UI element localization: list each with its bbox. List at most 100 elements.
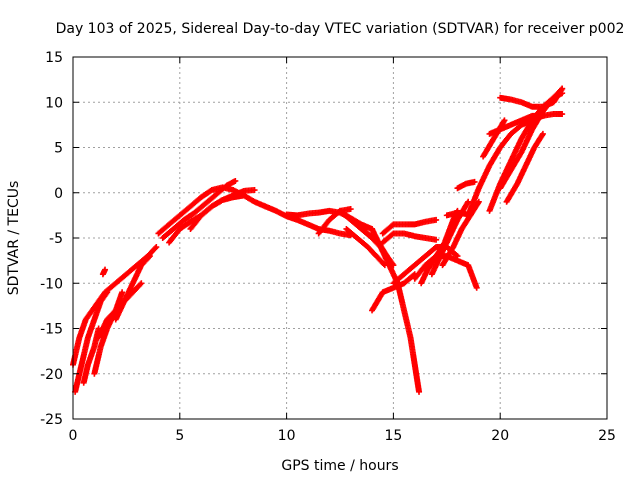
data-point [369, 225, 376, 232]
data-point [326, 216, 333, 223]
data-point [422, 253, 429, 260]
data-series [72, 289, 111, 395]
data-point [539, 103, 546, 110]
data-point [439, 262, 446, 269]
data-point [531, 144, 538, 151]
data-point [507, 121, 514, 128]
data-point [251, 198, 258, 205]
y-tick-label: 0 [54, 186, 63, 202]
data-point [176, 212, 183, 219]
data-point [262, 203, 269, 210]
data-series [80, 325, 102, 386]
data-point [369, 307, 376, 314]
data-point [501, 117, 508, 124]
data-point [454, 257, 461, 264]
data-point [507, 158, 514, 165]
data-point [91, 316, 98, 323]
data-series [369, 271, 418, 314]
data-point [112, 316, 119, 323]
data-point [518, 117, 525, 124]
data-point [390, 230, 397, 237]
data-point [153, 244, 160, 251]
data-point [473, 284, 480, 291]
data-series [480, 117, 508, 160]
data-point [272, 207, 279, 214]
data-point [539, 130, 546, 137]
data-series [486, 90, 566, 214]
data-point [422, 235, 429, 241]
data-point [411, 361, 418, 368]
data-point [121, 298, 128, 305]
data-point [411, 221, 418, 228]
data-series [155, 184, 269, 237]
data-point [232, 177, 239, 184]
data-point [424, 266, 431, 273]
data-point [454, 185, 461, 192]
data-point [401, 221, 408, 228]
data-point [326, 207, 333, 214]
y-tick-label: -5 [49, 231, 63, 247]
data-point [401, 230, 408, 237]
x-tick-label: 20 [491, 428, 509, 444]
data-point [80, 379, 87, 386]
data-series [503, 130, 546, 205]
data-point [82, 316, 89, 323]
data-point [407, 334, 414, 341]
data-point [354, 235, 361, 241]
data-point [522, 162, 529, 169]
data-marker-trail [152, 245, 159, 252]
data-point [240, 187, 247, 194]
data-point [97, 298, 104, 305]
data-series [369, 225, 423, 395]
data-point [539, 112, 546, 119]
data-point [529, 112, 536, 119]
data-point [518, 99, 525, 106]
data-point [123, 271, 130, 278]
data-point [411, 275, 418, 282]
data-point [454, 209, 461, 216]
data-point [518, 149, 525, 156]
data-point [422, 262, 429, 269]
data-point [422, 218, 429, 225]
data-point [550, 111, 557, 118]
data-point [445, 235, 452, 241]
data-point [465, 212, 472, 219]
y-tick-label: -10 [40, 276, 63, 292]
data-point [129, 280, 136, 287]
x-tick-label: 10 [278, 428, 296, 444]
data-point [433, 244, 440, 251]
data-point [411, 262, 418, 269]
data-point [486, 130, 493, 137]
data-point [418, 280, 425, 287]
data-point [486, 207, 493, 214]
data-series [343, 225, 388, 269]
data-point [475, 198, 482, 205]
data-series [379, 216, 440, 237]
data-point [463, 180, 470, 187]
data-point [315, 209, 322, 216]
data-point [91, 343, 98, 350]
data-point [208, 187, 215, 194]
x-axis-label: GPS time / hours [281, 458, 398, 474]
data-point [529, 126, 536, 133]
data-points [70, 85, 566, 395]
data-point [97, 343, 104, 350]
data-series [443, 209, 474, 219]
data-point [219, 196, 226, 203]
data-point [91, 370, 98, 377]
data-point [78, 361, 85, 368]
data-point [343, 212, 350, 219]
data-point [304, 210, 311, 217]
x-tick-label: 15 [384, 428, 402, 444]
data-point [507, 130, 514, 137]
y-tick-label: 10 [45, 95, 63, 111]
data-point [104, 316, 111, 323]
data-point [497, 185, 504, 192]
data-point [347, 206, 354, 213]
data-point [559, 111, 566, 118]
data-point [529, 103, 536, 110]
data-point [84, 361, 91, 368]
data-point [230, 192, 237, 199]
data-marker-trail [137, 281, 144, 288]
y-tick-label: -20 [40, 367, 63, 383]
